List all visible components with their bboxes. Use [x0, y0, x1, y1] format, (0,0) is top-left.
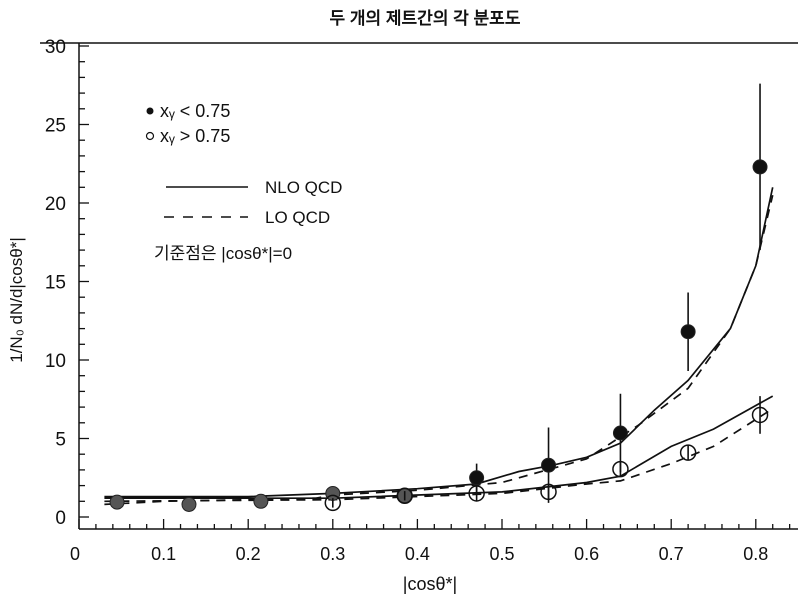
- data-point-filled: [680, 324, 696, 340]
- x-tick-label: 0.8: [743, 544, 768, 564]
- data-point-filled: [469, 470, 485, 486]
- data-point-open: [396, 487, 413, 505]
- legend-note: 기준점은 |cosθ*|=0: [154, 244, 292, 263]
- nlo-curve-4: [104, 395, 774, 500]
- y-axis-label: 1/N₀ dN/d|cosθ*|: [7, 237, 26, 363]
- y-tick-label: 30: [45, 37, 66, 58]
- legend-open-marker: [145, 131, 155, 141]
- data-point-filled: [109, 494, 125, 510]
- chart-title: 두 개의 제트간의 각 분포도: [330, 9, 521, 28]
- x-tick-label: 0: [70, 544, 80, 564]
- data-point-open: [751, 406, 769, 424]
- data-point-filled: [541, 457, 557, 473]
- data-point-open: [468, 485, 485, 502]
- legend-filled-marker: [146, 107, 154, 115]
- x-tick-label: 0.7: [659, 544, 684, 564]
- lo-curve-5: [104, 407, 774, 503]
- data-point-open: [612, 460, 629, 478]
- data-point-open: [324, 494, 342, 512]
- legend-lo-label: LO QCD: [265, 208, 330, 227]
- lo-curve-3: [104, 195, 774, 506]
- data-point-filled: [612, 425, 628, 441]
- nlo-curve-2: [104, 187, 774, 498]
- y-tick-label: 5: [55, 430, 66, 451]
- legend-open-label: xᵧ > 0.75: [160, 126, 230, 146]
- x-tick-label: 0.6: [574, 544, 599, 564]
- x-tick-label: 0.2: [236, 544, 261, 564]
- legend-filled-label: xᵧ < 0.75: [160, 101, 230, 121]
- legend-nlo-label: NLO QCD: [265, 178, 342, 197]
- y-tick-label: 0: [55, 508, 66, 529]
- legend: xᵧ < 0.75 xᵧ > 0.75 NLO QCD LO QCD 기준점은 …: [145, 101, 342, 263]
- x-tick-label: 0.1: [151, 544, 176, 564]
- x-tick-label: 0.4: [405, 544, 430, 564]
- data-point-filled: [752, 159, 768, 175]
- x-axis-label: |cosθ*|: [403, 574, 457, 594]
- data-point-filled: [253, 493, 269, 509]
- x-tick-label: 0.5: [489, 544, 514, 564]
- data-point-open: [679, 444, 697, 461]
- y-tick-label: 20: [45, 194, 66, 215]
- y-tick-label: 25: [45, 116, 66, 137]
- y-tick-label: 10: [45, 351, 66, 372]
- x-tick-label: 0.3: [320, 544, 345, 564]
- data-point-filled: [181, 496, 197, 512]
- y-tick-label: 15: [45, 273, 66, 294]
- data-point-open: [540, 483, 557, 501]
